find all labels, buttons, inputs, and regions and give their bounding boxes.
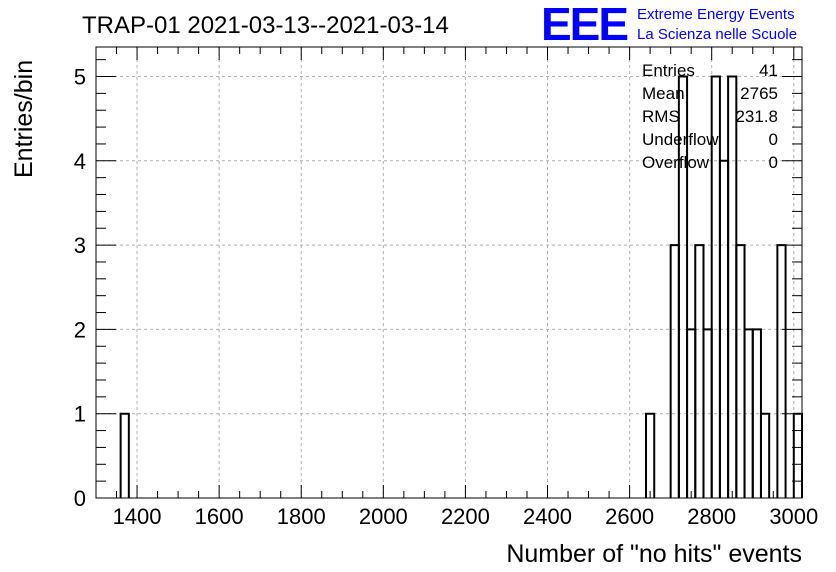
y-tick-label: 1 [74, 402, 86, 427]
logo-line-2: La Scienza nelle Scuole [637, 26, 797, 43]
x-tick-label: 1800 [277, 504, 326, 529]
x-tick-labels: 1400 1600 1800 2000 2200 2400 2600 2800 3000 [113, 504, 819, 529]
stats-box: Entries 41 Mean 2765 RMS 231.8 Underflow 0 Overf… [642, 61, 778, 172]
x-tick-label: 2000 [359, 504, 408, 529]
x-tick-label: 2400 [523, 504, 572, 529]
plot-frame [95, 46, 803, 499]
x-tick-label: 2800 [687, 504, 736, 529]
stats-value: 0 [769, 153, 778, 172]
logo-letters: EEE [541, 0, 627, 50]
stats-label: Mean [642, 84, 685, 103]
stats-value: 231.8 [735, 107, 778, 126]
x-tick-label: 3000 [769, 504, 818, 529]
stats-label: Underflow [642, 130, 719, 149]
stats-label: RMS [642, 107, 680, 126]
histogram-bin [776, 244, 787, 498]
stats-label: Overflow [642, 153, 710, 172]
x-tick-label: 1400 [113, 504, 162, 529]
stats-value: 0 [769, 130, 778, 149]
chart-title: TRAP-01 2021-03-13--2021-03-14 [82, 12, 449, 39]
stats-label: Entries [642, 61, 695, 80]
histogram-bin [694, 244, 705, 498]
histogram-bin [727, 75, 738, 498]
logo-line-1: Extreme Energy Events [637, 6, 795, 23]
histogram-bin [735, 244, 746, 498]
y-tick-label: 2 [74, 317, 86, 342]
y-tick-label: 3 [74, 233, 86, 258]
y-tick-label: 5 [74, 65, 86, 90]
eee-logo: EEE Extreme Energy Events La Scienza nel… [541, 0, 797, 50]
y-tick-label: 4 [74, 149, 86, 174]
y-tick-label: 0 [74, 486, 86, 511]
x-tick-label: 1600 [195, 504, 244, 529]
y-tick-labels: 0 1 2 3 4 5 [74, 65, 86, 511]
x-tick-label: 2600 [605, 504, 654, 529]
stats-value: 2765 [740, 84, 778, 103]
histogram-bin [645, 412, 656, 498]
histogram-bin [792, 412, 803, 498]
axis-ticks [95, 47, 802, 499]
histogram-bin [119, 412, 130, 498]
x-tick-label: 2200 [441, 504, 490, 529]
x-axis-label: Number of "no hits" events [506, 540, 802, 568]
histogram-bin [759, 412, 771, 498]
stats-value: 41 [759, 61, 778, 80]
histogram-bin [669, 244, 680, 498]
histogram-bin [677, 75, 689, 498]
y-axis-label: Entries/bin [10, 60, 38, 178]
